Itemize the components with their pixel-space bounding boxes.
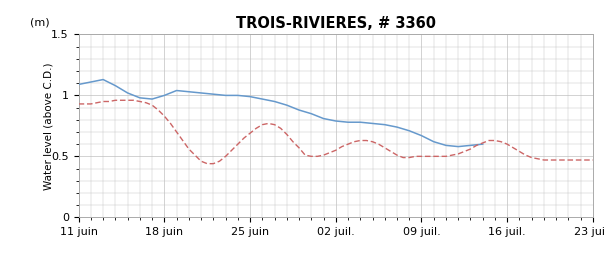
Title: TROIS-RIVIERES, # 3360: TROIS-RIVIERES, # 3360 (236, 16, 436, 30)
Text: (m): (m) (30, 17, 50, 27)
Y-axis label: Water level (above C.D.): Water level (above C.D.) (44, 62, 53, 190)
